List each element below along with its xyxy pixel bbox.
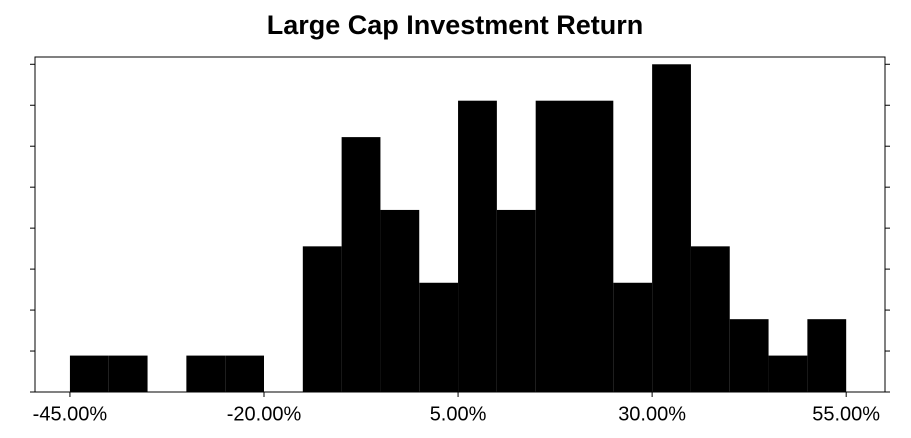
bar (69, 355, 109, 392)
bar (225, 355, 264, 392)
bar (535, 100, 575, 393)
bar (690, 246, 730, 392)
bar (613, 282, 653, 392)
bar (574, 100, 614, 393)
bar (302, 246, 342, 392)
bar (186, 355, 226, 392)
x-tick-label: -20.00% (227, 403, 302, 425)
bar (729, 319, 769, 392)
bar (652, 64, 691, 393)
x-tick-label: 30.00% (618, 403, 686, 425)
bar (496, 209, 536, 392)
bar (341, 137, 381, 392)
bar (108, 355, 148, 392)
bar (419, 282, 459, 392)
bar (458, 100, 497, 393)
x-tick-label: 5.00% (430, 403, 487, 425)
chart-title: Large Cap Investment Return (267, 10, 644, 40)
bar (768, 355, 808, 392)
bar (807, 319, 847, 392)
x-tick-label: 55.00% (812, 403, 880, 425)
x-tick-label: -45.00% (33, 403, 108, 425)
bar (380, 209, 420, 392)
